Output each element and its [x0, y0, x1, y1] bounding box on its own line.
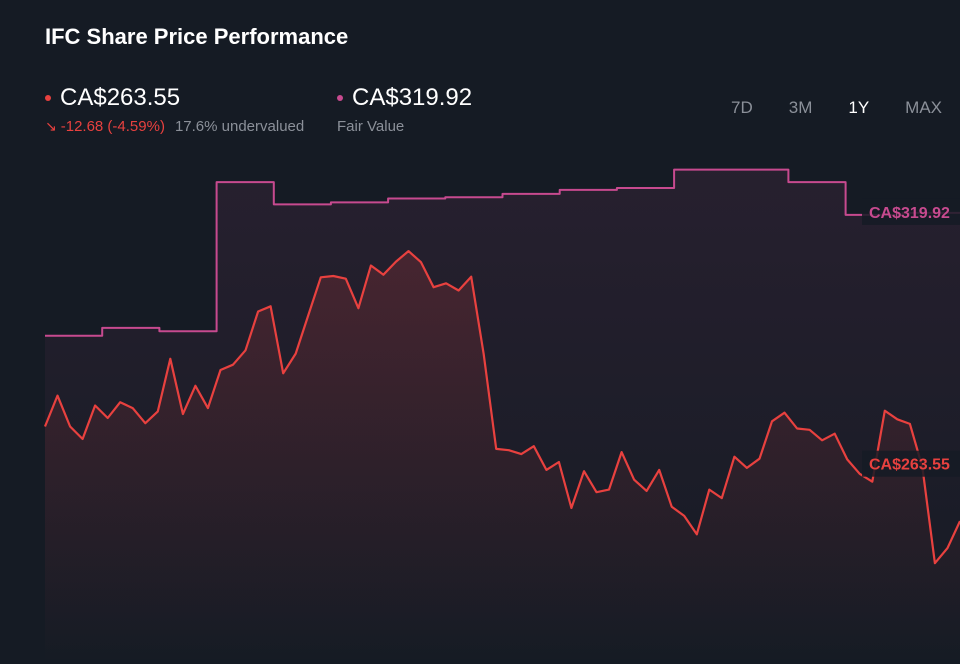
fair-value-label: Fair Value [337, 118, 405, 135]
undervalued-text: 17.6% undervalued [174, 118, 305, 135]
fair-value-end-label-text: CA$319.92 [869, 205, 950, 222]
arrow-down-right-icon: ↘ [45, 118, 57, 134]
fair-value-legend: CA$319.92 Fair Value [337, 84, 472, 135]
period-max[interactable]: MAX [905, 98, 942, 117]
fair-value-end-label-bg [862, 198, 960, 225]
price-line [43, 250, 960, 565]
period-1y[interactable]: 1Y [848, 98, 870, 117]
price-change: ↘ -12.68 (-4.59%) [45, 118, 165, 135]
period-7d[interactable]: 7D [731, 98, 753, 117]
fair-value-value: CA$319.92 [352, 84, 473, 111]
price-end-label-bg [862, 450, 960, 477]
price-end-label-text: CA$263.55 [869, 457, 950, 474]
fair-value-line [45, 168, 960, 337]
price-change-text: -12.68 (-4.59%) [60, 118, 165, 135]
price-area [45, 251, 960, 664]
price-dot-icon [45, 95, 51, 101]
fair-value-dot-icon [337, 95, 343, 101]
period-3m[interactable]: 3M [788, 98, 813, 117]
price-value: CA$263.55 [60, 84, 181, 111]
price-legend: CA$263.55 ↘ -12.68 (-4.59%) 17.6% underv… [45, 84, 304, 135]
fair-value-end-label: CA$319.92 [862, 198, 960, 225]
period-selector: 7D 3M 1Y MAX [695, 98, 942, 118]
price-end-label: CA$263.55 [862, 450, 960, 477]
chart-title: IFC Share Price Performance [45, 24, 349, 49]
